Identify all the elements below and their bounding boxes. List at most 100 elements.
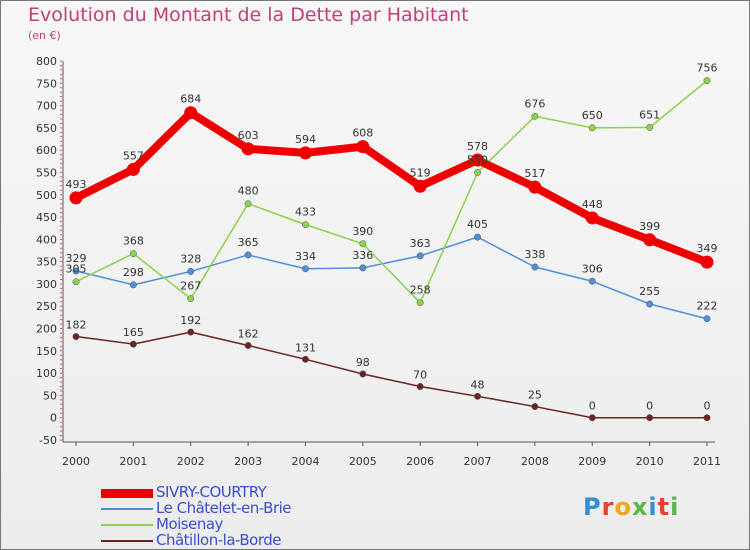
series-3-point bbox=[72, 333, 80, 341]
y-tick-label: 500 bbox=[36, 189, 57, 202]
series-1-data-label: 365 bbox=[238, 236, 259, 249]
legend-label: SIVRY-COURTRY bbox=[156, 483, 267, 501]
series-2-point bbox=[703, 77, 711, 85]
x-tick-label: 2001 bbox=[119, 455, 147, 468]
series-3-data-label: 98 bbox=[356, 356, 370, 369]
series-1-point bbox=[588, 277, 596, 285]
x-tick-label: 2005 bbox=[349, 455, 377, 468]
logo-letter: r bbox=[601, 493, 615, 521]
series-3-data-label: 182 bbox=[66, 319, 87, 332]
series-1-line bbox=[75, 236, 708, 320]
y-tick-label: 0 bbox=[50, 412, 57, 425]
series-0-point bbox=[356, 140, 370, 154]
y-tick-label: 600 bbox=[36, 144, 57, 157]
series-0-point bbox=[69, 191, 83, 205]
series-2-data-label: 480 bbox=[238, 185, 259, 198]
series-2-point bbox=[129, 250, 137, 258]
proxiti-logo: Proxiti bbox=[583, 493, 679, 521]
series-1-data-label: 298 bbox=[123, 266, 144, 279]
series-0-data-label: 519 bbox=[410, 166, 431, 179]
series-2-data-label: 756 bbox=[697, 62, 718, 75]
series-1-data-label: 334 bbox=[295, 250, 316, 263]
series-0-data-label: 608 bbox=[352, 127, 373, 140]
series-0-point bbox=[413, 179, 427, 193]
series-3-data-label: 48 bbox=[471, 378, 485, 391]
series-3-point bbox=[359, 370, 367, 378]
series-2-point bbox=[244, 200, 252, 208]
legend-swatch bbox=[101, 524, 153, 526]
series-0-point bbox=[528, 180, 542, 194]
series-0-point bbox=[585, 211, 599, 225]
series-0-point bbox=[126, 162, 140, 176]
x-tick-label: 2010 bbox=[636, 455, 664, 468]
series-1-point bbox=[302, 265, 309, 273]
series-2-data-label: 368 bbox=[123, 235, 144, 248]
legend-label: Châtillon-la-Borde bbox=[156, 531, 282, 549]
series-0-data-label: 349 bbox=[697, 242, 718, 255]
y-tick-label: 200 bbox=[36, 323, 57, 336]
y-tick-label: 350 bbox=[36, 256, 57, 269]
series-0-data-label: 578 bbox=[467, 140, 488, 153]
series-2-data-label: 305 bbox=[66, 263, 87, 276]
series-3-data-label: 0 bbox=[704, 400, 711, 413]
series-2-point bbox=[302, 221, 309, 229]
series-1 bbox=[72, 233, 711, 323]
series-2-data-label: 390 bbox=[352, 225, 373, 238]
y-tick-label: 650 bbox=[36, 122, 57, 135]
x-tick-label: 2004 bbox=[291, 455, 319, 468]
series-3-point bbox=[703, 414, 711, 422]
series-0-data-label: 684 bbox=[180, 93, 201, 106]
series-0 bbox=[69, 106, 714, 269]
x-tick-label: 2008 bbox=[521, 455, 549, 468]
series-1-data-label: 222 bbox=[697, 300, 718, 313]
series-2-point bbox=[646, 123, 654, 131]
logo-letter: P bbox=[583, 493, 602, 521]
series-0-point bbox=[241, 142, 255, 156]
series-3-point bbox=[302, 355, 309, 363]
series-0-point bbox=[643, 233, 657, 247]
series-3-point bbox=[244, 342, 252, 349]
series-group bbox=[69, 77, 714, 422]
series-1-data-label: 306 bbox=[582, 262, 603, 275]
series-3-data-label: 131 bbox=[295, 341, 316, 354]
series-3-point bbox=[187, 328, 195, 336]
series-1-data-label: 328 bbox=[180, 252, 201, 265]
y-tick-label: 300 bbox=[36, 278, 57, 291]
y-tick-label: -50 bbox=[39, 434, 57, 447]
series-2-point bbox=[72, 278, 80, 286]
series-0-point bbox=[700, 255, 714, 269]
series-1-point bbox=[646, 300, 654, 308]
series-1-point bbox=[72, 267, 80, 275]
series-0-data-label: 557 bbox=[123, 149, 144, 162]
series-2-line bbox=[75, 79, 708, 304]
y-tick-label: 700 bbox=[36, 100, 57, 113]
series-3-point bbox=[129, 340, 137, 348]
series-1-point bbox=[474, 233, 481, 241]
y-tick-label: 800 bbox=[36, 55, 57, 68]
legend-label: Moisenay bbox=[156, 515, 223, 533]
series-2-data-label: 550 bbox=[467, 153, 488, 166]
y-tick-label: 50 bbox=[43, 389, 57, 402]
series-0-data-label: 399 bbox=[639, 220, 660, 233]
chart-subtitle: (en €) bbox=[28, 29, 61, 42]
series-3-data-label: 162 bbox=[238, 327, 259, 340]
series-0-data-label: 517 bbox=[524, 167, 545, 180]
series-3-data-label: 25 bbox=[528, 389, 542, 402]
legend-swatch bbox=[101, 508, 153, 510]
x-tick-label: 2002 bbox=[177, 455, 205, 468]
x-tick-label: 2006 bbox=[406, 455, 434, 468]
series-1-point bbox=[703, 315, 711, 323]
series-2-data-label: 267 bbox=[180, 280, 201, 293]
logo-letter: i bbox=[648, 493, 658, 521]
series-2 bbox=[72, 77, 711, 307]
series-1-data-label: 336 bbox=[352, 249, 373, 262]
series-0-line bbox=[72, 108, 711, 267]
y-tick-label: 150 bbox=[36, 345, 57, 358]
legend-swatch bbox=[101, 540, 153, 542]
y-tick-label: 100 bbox=[36, 367, 57, 380]
x-tick-label: 2007 bbox=[464, 455, 492, 468]
x-axis-ticks: 2000 2001 2002 2003 2004 2005 2006 2007 2008 2009… bbox=[62, 442, 721, 468]
series-2-point bbox=[531, 112, 539, 120]
series-3-data-label: 70 bbox=[413, 368, 427, 381]
chart-title: Evolution du Montant de la Dette par Hab… bbox=[28, 4, 469, 26]
